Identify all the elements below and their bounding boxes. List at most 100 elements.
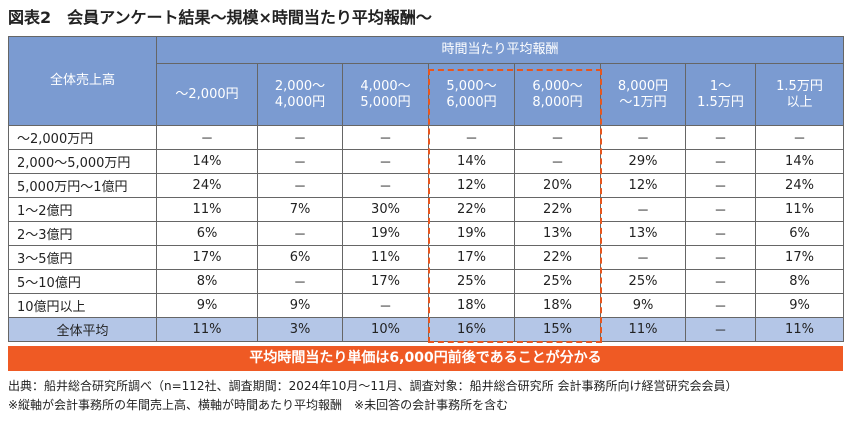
- table-cell: 24%: [755, 173, 844, 198]
- table-cell: 22%: [514, 197, 601, 222]
- results-table-container: 全体売上高 時間当たり平均報酬 ～2,000円 2,000～ 4,000円 4,000…: [8, 36, 844, 342]
- table-cell: －: [257, 149, 343, 174]
- table-cell: 12%: [428, 173, 515, 198]
- table-cell: －: [685, 173, 756, 198]
- table-cell: 9%: [755, 293, 844, 318]
- table-cell: －: [600, 125, 686, 150]
- table-cell: 8%: [156, 269, 258, 294]
- table-cell: 17%: [428, 245, 515, 270]
- table-cell: 6%: [156, 221, 258, 246]
- table-cell: 25%: [600, 269, 686, 294]
- table-cell: －: [685, 293, 756, 318]
- table-cell: 9%: [257, 293, 343, 318]
- table-cell: 19%: [342, 221, 429, 246]
- row-label: 2,000～5,000万円: [8, 149, 157, 174]
- table-cell: 13%: [514, 221, 601, 246]
- table-cell: －: [342, 173, 429, 198]
- row-label: 1～2億円: [8, 197, 157, 222]
- table-cell: 13%: [600, 221, 686, 246]
- column-group-label: 時間当たり平均報酬: [156, 36, 844, 64]
- table-cell: －: [685, 221, 756, 246]
- results-table: 全体売上高 時間当たり平均報酬 ～2,000円 2,000～ 4,000円 4,000…: [8, 36, 844, 342]
- table-cell: 7%: [257, 197, 343, 222]
- table-cell: 10%: [342, 317, 429, 342]
- table-cell: －: [685, 269, 756, 294]
- table-cell: 18%: [428, 293, 515, 318]
- row-label: 3～5億円: [8, 245, 157, 270]
- table-cell: －: [685, 149, 756, 174]
- row-label: ～2,000万円: [8, 125, 157, 150]
- table-cell: 22%: [428, 197, 515, 222]
- table-cell: －: [342, 149, 429, 174]
- column-header: ～2,000円: [156, 63, 258, 126]
- column-header: 2,000～ 4,000円: [257, 63, 343, 126]
- table-cell: 18%: [514, 293, 601, 318]
- table-cell: 6%: [755, 221, 844, 246]
- table-cell: 11%: [342, 245, 429, 270]
- table-cell: 30%: [342, 197, 429, 222]
- row-label: 全体平均: [8, 317, 157, 342]
- table-row: 10億円以上 9% 9% － 18% 18% 9% － 9%: [8, 293, 844, 318]
- table-cell: 17%: [755, 245, 844, 270]
- table-cell: －: [257, 173, 343, 198]
- table-cell: 22%: [514, 245, 601, 270]
- table-cell: －: [257, 125, 343, 150]
- table-cell: －: [342, 125, 429, 150]
- table-cell: －: [600, 245, 686, 270]
- table-row: 1～2億円 11% 7% 30% 22% 22% －－ 11%: [8, 197, 844, 222]
- table-cell: 3%: [257, 317, 343, 342]
- conclusion-banner: 平均時間当たり単価は6,000円前後であることが分かる: [8, 346, 843, 371]
- row-label: 2～3億円: [8, 221, 157, 246]
- table-cell: 17%: [342, 269, 429, 294]
- table-cell: 6%: [257, 245, 343, 270]
- table-cell: －: [428, 125, 515, 150]
- source-note: 出典：船井総合研究所調べ（n=112社、調査期間：2024年10月～11月、調査…: [8, 379, 738, 393]
- table-cell: 9%: [156, 293, 258, 318]
- table-row: 5,000万円～1億円 24% －－ 12% 20% 12% － 24%: [8, 173, 844, 198]
- figure-title: 図表2 会員アンケート結果～規模×時間当たり平均報酬～: [8, 8, 432, 27]
- row-label: 5～10億円: [8, 269, 157, 294]
- table-cell: 20%: [514, 173, 601, 198]
- table-row: 2～3億円 6% － 19% 19% 13% 13% － 6%: [8, 221, 844, 246]
- column-header: 5,000～ 6,000円: [428, 63, 515, 126]
- table-cell: 14%: [156, 149, 258, 174]
- table-cell: 19%: [428, 221, 515, 246]
- row-label: 5,000万円～1億円: [8, 173, 157, 198]
- table-cell: 11%: [755, 197, 844, 222]
- column-header: 6,000～ 8,000円: [514, 63, 601, 126]
- table-cell: 11%: [755, 317, 844, 342]
- table-row: 全体平均 11% 3% 10% 16% 15% 11% － 11%: [8, 317, 844, 342]
- table-cell: 25%: [514, 269, 601, 294]
- table-cell: －: [156, 125, 258, 150]
- column-header: 1～ 1.5万円: [685, 63, 756, 126]
- table-cell: －: [514, 125, 601, 150]
- table-cell: －: [600, 197, 686, 222]
- row-header-label: 全体売上高: [8, 36, 157, 126]
- footnote: ※縦軸が会計事務所の年間売上高、横軸が時間あたり平均報酬 ※未回答の会計事務所を…: [8, 398, 509, 412]
- table-cell: 17%: [156, 245, 258, 270]
- table-cell: －: [755, 125, 844, 150]
- table-cell: 11%: [156, 197, 258, 222]
- table-cell: 14%: [755, 149, 844, 174]
- table-cell: 12%: [600, 173, 686, 198]
- table-row: ～2,000万円－－－－－－－－: [8, 125, 844, 150]
- table-cell: －: [685, 245, 756, 270]
- table-row: 5～10億円 8% － 17% 25% 25% 25% － 8%: [8, 269, 844, 294]
- column-header: 1.5万円 以上: [755, 63, 844, 126]
- table-cell: －: [685, 197, 756, 222]
- column-header: 4,000～ 5,000円: [342, 63, 429, 126]
- table-cell: 11%: [600, 317, 686, 342]
- table-cell: －: [257, 221, 343, 246]
- table-cell: －: [514, 149, 601, 174]
- table-cell: 8%: [755, 269, 844, 294]
- table-cell: －: [685, 125, 756, 150]
- table-cell: －: [257, 269, 343, 294]
- table-cell: 29%: [600, 149, 686, 174]
- table-cell: 14%: [428, 149, 515, 174]
- table-cell: 25%: [428, 269, 515, 294]
- row-label: 10億円以上: [8, 293, 157, 318]
- table-cell: 16%: [428, 317, 515, 342]
- table-row: 3～5億円 17% 6% 11% 17% 22% －－ 17%: [8, 245, 844, 270]
- table-cell: －: [685, 317, 756, 342]
- table-row: 2,000～5,000万円 14% －－ 14% － 29% － 14%: [8, 149, 844, 174]
